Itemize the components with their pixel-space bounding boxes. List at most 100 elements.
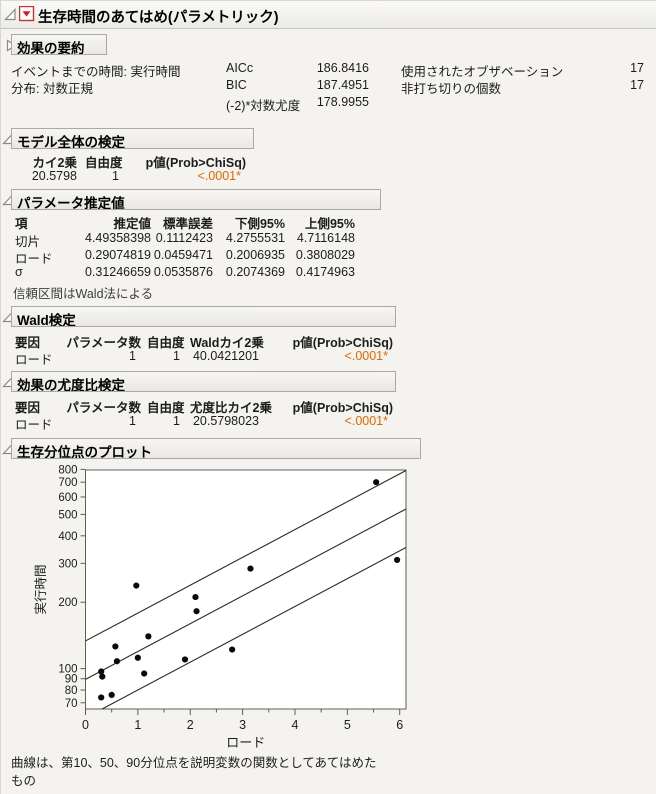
y-axis-tick-label: 90 — [65, 674, 78, 686]
plot-frame — [85, 469, 407, 710]
y-axis-tick-label: 100 — [58, 664, 77, 676]
term-label: σ — [15, 265, 23, 279]
data-point — [393, 556, 401, 564]
column-header: 自由度 — [147, 401, 185, 415]
x-axis-tick-label: 4 — [292, 718, 299, 732]
upper95-value: 0.3808029 — [295, 248, 355, 262]
data-point — [229, 646, 236, 653]
x-axis-tick-label: 0 — [82, 718, 89, 732]
plot-footnote-line2: もの — [11, 774, 37, 788]
data-point — [108, 691, 115, 699]
data-point — [247, 565, 254, 572]
column-header: p値(Prob>ChiSq) — [145, 156, 246, 170]
confidence-interval-note: 信頼区間はWald法による — [13, 287, 154, 301]
nparm-value: 1 — [129, 349, 136, 363]
y-axis-tick-label: 70 — [65, 698, 78, 710]
wald-chisq-value: 40.0421201 — [192, 349, 259, 363]
df-value: 1 — [112, 169, 119, 183]
x-axis-tick-label: 3 — [239, 718, 246, 732]
stderr-value: 0.0459471 — [153, 248, 213, 262]
time-to-event-label: イベントまでの時間: 実行時間 — [11, 65, 181, 79]
section-header-param-estimates: パラメータ推定値 — [11, 189, 381, 210]
stderr-value: 0.0535876 — [153, 265, 213, 279]
df-value: 1 — [173, 414, 180, 428]
lr-chisq-value: 20.5798023 — [192, 414, 259, 428]
column-header: 下側95% — [234, 217, 285, 231]
distribution-label: 分布: 対数正規 — [11, 82, 93, 96]
p-value: <.0001* — [344, 349, 388, 363]
estimate-value: 4.49358398 — [84, 231, 151, 245]
y-axis-tick-label: 200 — [58, 597, 77, 609]
neg2loglik-label: (-2)*対数尤度 — [226, 99, 301, 113]
uncensored-count-label: 非打ち切りの個数 — [401, 82, 502, 96]
aicc-value: 186.8416 — [316, 61, 369, 75]
column-header: 要因 — [15, 401, 41, 415]
column-header: 上側95% — [304, 217, 355, 231]
quantile-50-line — [85, 508, 407, 680]
data-point — [141, 670, 148, 677]
data-point — [133, 582, 140, 589]
term-label: ロード — [15, 252, 53, 266]
upper95-value: 4.7116148 — [296, 231, 355, 245]
effect-label: ロード — [15, 353, 53, 367]
data-point — [98, 668, 105, 675]
y-axis-tick-label: 400 — [58, 531, 77, 543]
y-axis-tick-label: 300 — [58, 558, 77, 570]
column-header: p値(Prob>ChiSq) — [292, 401, 393, 415]
x-axis-tick-label: 6 — [396, 718, 403, 732]
y-axis-tick-label: 700 — [58, 477, 77, 489]
x-axis-tick-label: 5 — [344, 718, 351, 732]
observations-used-label: 使用されたオブザベーション — [401, 65, 564, 79]
data-point — [112, 643, 119, 650]
column-header: 自由度 — [147, 336, 185, 350]
report-disclosure-open-icon[interactable] — [4, 8, 17, 21]
y-axis-tick-label: 500 — [58, 509, 77, 521]
observations-used-value: 17 — [630, 61, 644, 75]
estimate-value: 0.31246659 — [84, 265, 151, 279]
plot-footnote-line1: 曲線は、第10、50、90分位点を説明変数の関数としてあてはめた — [11, 756, 377, 770]
chisq-value: 20.5798 — [31, 169, 77, 183]
column-header: Waldカイ2乗 — [190, 336, 264, 350]
data-point — [134, 654, 141, 661]
data-point — [192, 593, 199, 601]
section-header-whole-model: モデル全体の検定 — [11, 128, 254, 149]
x-axis-tick-label: 1 — [134, 718, 141, 732]
section-header-lr-test: 効果の尤度比検定 — [11, 371, 396, 392]
lower95-value: 0.2006935 — [225, 248, 285, 262]
data-point — [99, 673, 106, 680]
aicc-label: AICc — [226, 61, 254, 75]
data-point — [113, 658, 121, 665]
uncensored-count-value: 17 — [630, 78, 644, 92]
y-axis-tick-label: 80 — [65, 685, 78, 697]
upper95-value: 0.4174963 — [295, 265, 355, 279]
section-header-wald-test: Wald検定 — [11, 306, 396, 327]
column-header: 項 — [15, 217, 28, 231]
column-header: 要因 — [15, 336, 41, 350]
nparm-value: 1 — [129, 414, 136, 428]
column-header: 推定値 — [113, 217, 151, 231]
bic-value: 187.4951 — [316, 78, 369, 92]
red-triangle-menu-icon[interactable] — [19, 6, 35, 22]
column-header: 尤度比カイ2乗 — [190, 401, 272, 415]
neg2loglik-value: 178.9955 — [316, 95, 369, 109]
quantile-90-line — [85, 469, 407, 642]
data-point — [181, 656, 189, 663]
effect-label: ロード — [15, 418, 53, 432]
column-header: 自由度 — [85, 156, 123, 170]
column-header: p値(Prob>ChiSq) — [292, 336, 393, 350]
stderr-value: 0.1112423 — [155, 231, 213, 245]
p-value: <.0001* — [197, 169, 241, 183]
y-axis-tick-label: 600 — [58, 492, 77, 504]
x-axis-label: ロード — [226, 735, 265, 749]
data-point — [145, 633, 152, 640]
data-point — [373, 479, 380, 486]
data-point — [193, 608, 200, 615]
lower95-value: 0.2074369 — [225, 265, 285, 279]
p-value: <.0001* — [344, 414, 388, 428]
column-header: 標準誤差 — [162, 217, 213, 231]
term-label: 切片 — [15, 235, 41, 249]
page-title: 生存時間のあてはめ(パラメトリック) — [38, 10, 279, 26]
y-axis-tick-label: 800 — [58, 464, 77, 476]
